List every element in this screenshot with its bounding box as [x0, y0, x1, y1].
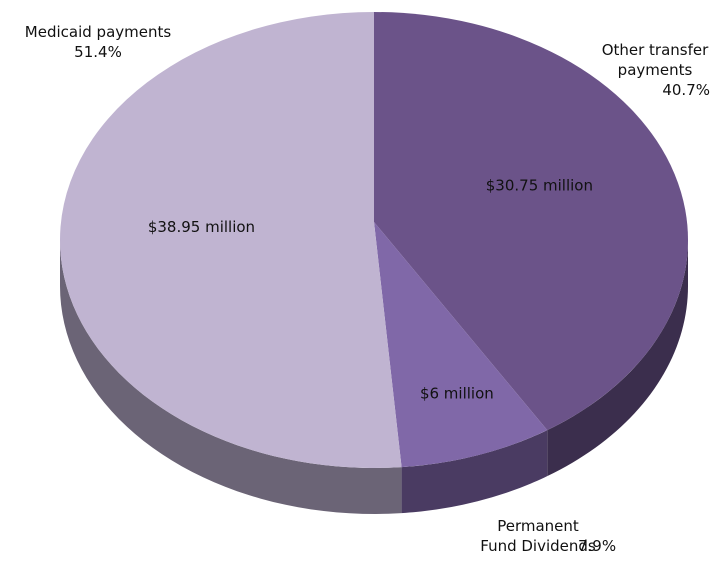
pie-side [60, 240, 402, 514]
label-group: Medicaid payments 51.4% [8, 22, 188, 62]
pie-side [547, 240, 688, 477]
label-group: Permanent Fund Dividends 7.9% [478, 516, 628, 556]
pie-slice [374, 12, 689, 431]
category-label: Permanent Fund Dividends [480, 517, 596, 555]
percent-label: 51.4% [74, 43, 122, 61]
label-group: Other transfer payments 40.7% [560, 40, 720, 100]
category-label: Medicaid payments [24, 23, 172, 41]
slice-label: $6 million [420, 385, 494, 403]
slice-label: $38.95 million [148, 218, 255, 236]
pie-slice [374, 222, 548, 468]
percent-label: 7.9% [578, 537, 617, 555]
pie-slice [60, 12, 402, 468]
pie-side [401, 430, 548, 514]
category-label: Other transfer payments [601, 41, 709, 79]
percent-label: 40.7% [662, 81, 710, 99]
slice-label: $30.75 million [486, 176, 593, 194]
